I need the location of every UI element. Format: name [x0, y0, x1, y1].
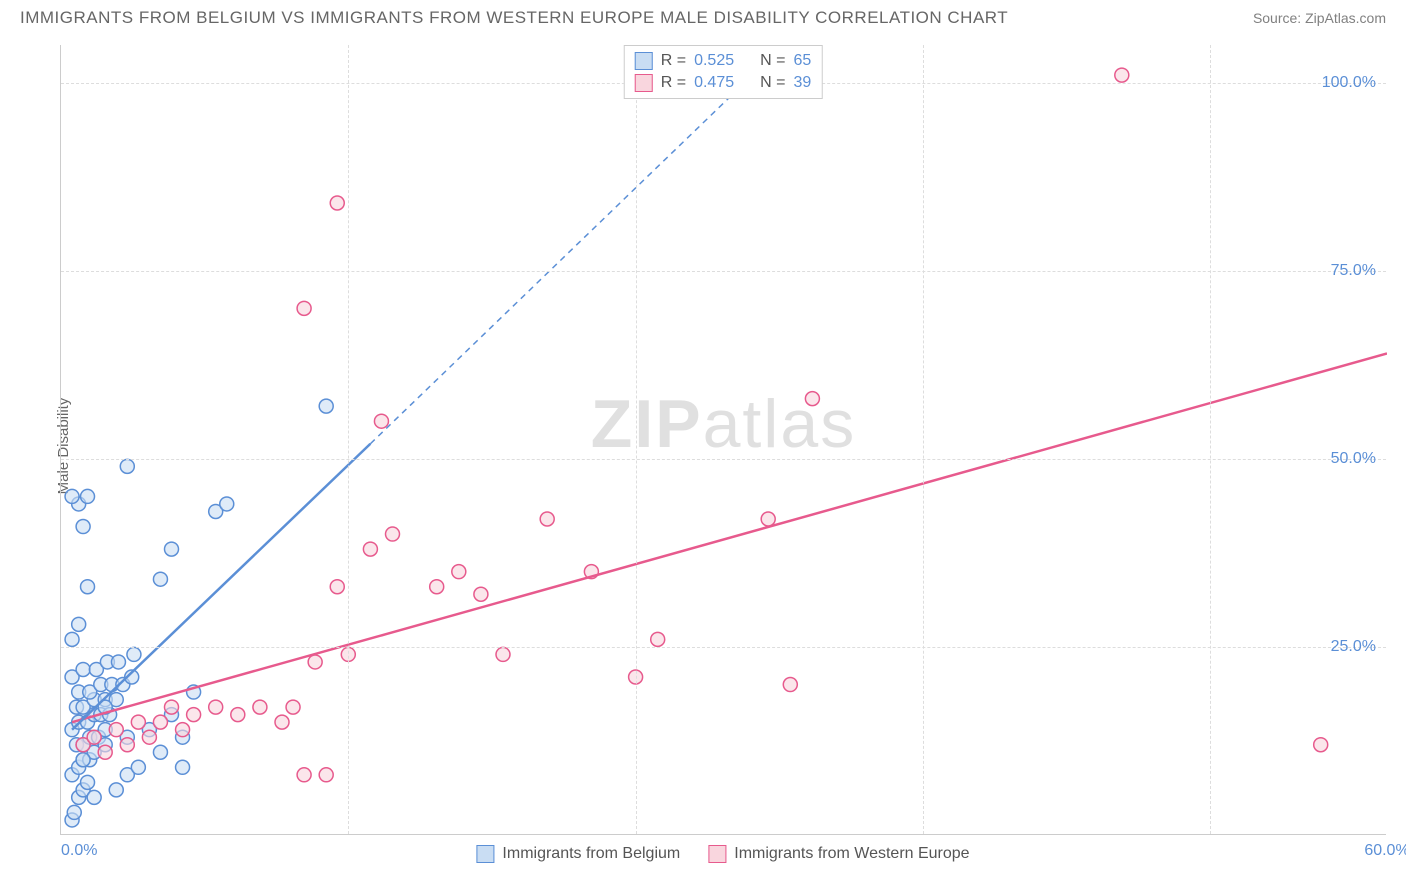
legend-item-western-europe: Immigrants from Western Europe — [708, 845, 969, 863]
swatch-western-europe-icon — [708, 845, 726, 863]
chart-source: Source: ZipAtlas.com — [1253, 10, 1386, 26]
series-legend: Immigrants from Belgium Immigrants from … — [476, 845, 969, 863]
legend-row-western-europe: R = 0.475 N = 39 — [635, 72, 812, 94]
plot-region: ZIPatlas 25.0%50.0%75.0%100.0%0.0%60.0% — [60, 45, 1386, 835]
swatch-belgium-icon — [476, 845, 494, 863]
legend-row-belgium: R = 0.525 N = 65 — [635, 50, 812, 72]
chart-area: ZIPatlas 25.0%50.0%75.0%100.0%0.0%60.0% … — [60, 45, 1386, 835]
correlation-legend: R = 0.525 N = 65 R = 0.475 N = 39 — [624, 45, 823, 99]
chart-header: IMMIGRANTS FROM BELGIUM VS IMMIGRANTS FR… — [0, 0, 1406, 32]
scatter-svg — [61, 45, 1387, 835]
legend-item-belgium: Immigrants from Belgium — [476, 845, 680, 863]
swatch-western-europe — [635, 74, 653, 92]
swatch-belgium — [635, 52, 653, 70]
chart-title: IMMIGRANTS FROM BELGIUM VS IMMIGRANTS FR… — [20, 8, 1008, 28]
